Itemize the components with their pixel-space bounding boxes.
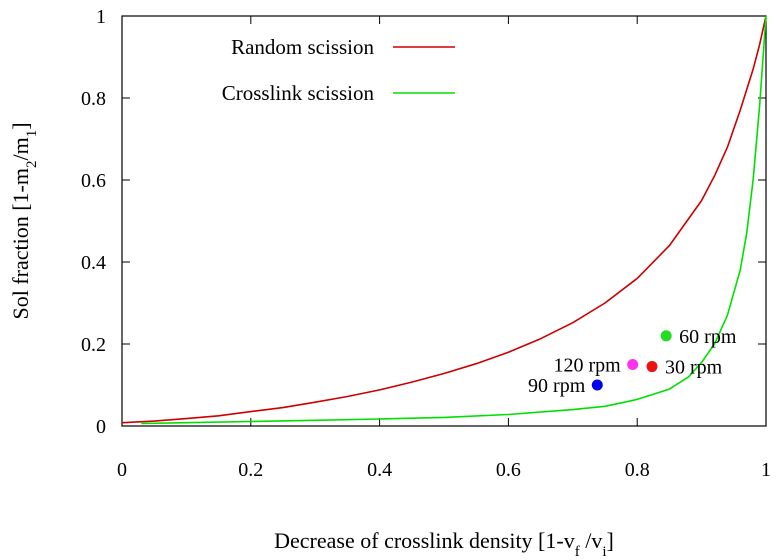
x-axis-title: Decrease of crosslink density [1-vf /vi] xyxy=(274,528,614,560)
series-group xyxy=(121,15,767,425)
legend-label: Random scission xyxy=(231,35,374,59)
y-tick-label: 0.8 xyxy=(81,88,106,110)
x-tick-label: 1 xyxy=(761,459,771,481)
x-tick-label: 0.6 xyxy=(496,459,521,481)
point-label: 120 rpm xyxy=(553,355,621,377)
y-tick-label: 0 xyxy=(96,416,106,438)
tick-group: 0 0.2 0.4 0.6 0.8 1 0 0.2 0.4 0.6 0.8 1 xyxy=(81,6,771,481)
data-point-60-rpm xyxy=(660,330,672,342)
y-axis-title: Sol fraction [1-m2/m1] xyxy=(8,122,40,319)
series-line-crosslink-scission xyxy=(141,15,767,425)
y-tick-label: 1 xyxy=(96,6,106,28)
point-group: 60 rpm 120 rpm 30 rpm 90 rpm xyxy=(528,326,737,397)
point-label: 60 rpm xyxy=(679,326,737,348)
point-label: 30 rpm xyxy=(665,357,723,379)
y-tick-label: 0.6 xyxy=(81,170,106,192)
x-tick-label: 0.2 xyxy=(238,459,263,481)
x-tick-label: 0 xyxy=(117,459,127,481)
legend: Random scission Crosslink scission xyxy=(222,35,455,105)
point-label: 90 rpm xyxy=(528,375,586,397)
series-line-random-scission xyxy=(121,15,767,424)
data-point-30-rpm xyxy=(646,361,658,373)
x-tick-label: 0.8 xyxy=(625,459,650,481)
legend-label: Crosslink scission xyxy=(222,81,375,105)
data-point-90-rpm xyxy=(591,379,603,391)
x-tick-label: 0.4 xyxy=(367,459,392,481)
plot-border xyxy=(121,15,767,427)
y-tick-label: 0.4 xyxy=(81,252,106,274)
data-point-120-rpm xyxy=(627,359,639,370)
plot-frame xyxy=(121,15,767,427)
y-tick-label: 0.2 xyxy=(81,334,106,356)
